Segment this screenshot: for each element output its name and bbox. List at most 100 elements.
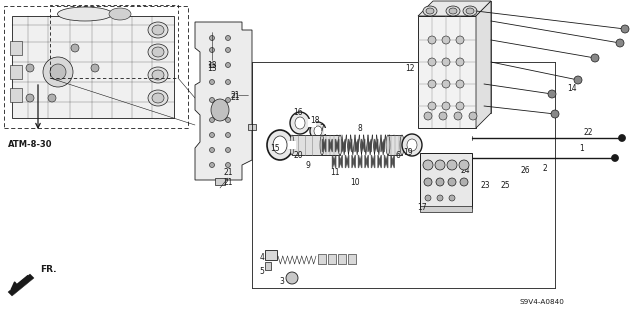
Ellipse shape: [426, 8, 434, 14]
Circle shape: [437, 195, 443, 201]
Circle shape: [428, 36, 436, 44]
Circle shape: [209, 148, 214, 153]
Circle shape: [442, 36, 450, 44]
Ellipse shape: [338, 135, 342, 155]
Text: 15: 15: [270, 143, 280, 153]
Circle shape: [616, 39, 624, 47]
Circle shape: [435, 160, 445, 170]
Ellipse shape: [211, 99, 229, 121]
Circle shape: [225, 163, 230, 167]
Text: 25: 25: [500, 180, 510, 189]
Text: 19: 19: [403, 148, 413, 156]
Ellipse shape: [449, 8, 457, 14]
Circle shape: [209, 79, 214, 84]
Circle shape: [456, 36, 464, 44]
Text: 21: 21: [230, 93, 240, 102]
Circle shape: [225, 117, 230, 123]
Ellipse shape: [273, 136, 287, 154]
Ellipse shape: [58, 7, 113, 21]
Ellipse shape: [267, 130, 293, 160]
Text: 17: 17: [417, 204, 427, 212]
Bar: [308, 119, 316, 127]
Circle shape: [459, 160, 469, 170]
Text: 10: 10: [350, 178, 360, 187]
Bar: [388, 135, 402, 155]
Ellipse shape: [386, 135, 390, 155]
Bar: [420, 153, 472, 208]
Bar: [248, 124, 256, 130]
Ellipse shape: [152, 25, 164, 35]
Circle shape: [424, 112, 432, 120]
Ellipse shape: [148, 44, 168, 60]
Bar: [10, 41, 22, 55]
Circle shape: [209, 163, 214, 167]
Text: 24: 24: [460, 165, 470, 174]
Circle shape: [621, 25, 629, 33]
Circle shape: [225, 132, 230, 138]
Ellipse shape: [407, 139, 417, 151]
Circle shape: [50, 64, 66, 80]
Circle shape: [225, 47, 230, 52]
Bar: [12, 16, 174, 118]
Circle shape: [448, 178, 456, 186]
Circle shape: [225, 98, 230, 102]
Circle shape: [618, 134, 625, 141]
Circle shape: [424, 178, 432, 186]
Circle shape: [456, 58, 464, 66]
Text: 2: 2: [543, 164, 547, 172]
Text: 3: 3: [280, 277, 284, 286]
Ellipse shape: [152, 93, 164, 103]
Circle shape: [209, 47, 214, 52]
Bar: [338, 254, 346, 264]
Text: 26: 26: [520, 165, 530, 174]
Ellipse shape: [109, 8, 131, 20]
Text: 14: 14: [567, 84, 577, 92]
Ellipse shape: [152, 47, 164, 57]
Circle shape: [428, 80, 436, 88]
Circle shape: [574, 76, 582, 84]
Text: 21: 21: [223, 167, 233, 177]
Bar: [348, 254, 356, 264]
Ellipse shape: [314, 126, 322, 136]
Polygon shape: [418, 1, 491, 16]
Bar: [292, 135, 337, 155]
Text: 20: 20: [293, 150, 303, 159]
Text: 8: 8: [358, 124, 362, 132]
Polygon shape: [476, 1, 491, 128]
Circle shape: [428, 58, 436, 66]
Ellipse shape: [295, 117, 305, 129]
Circle shape: [26, 94, 34, 102]
Bar: [10, 88, 22, 102]
Bar: [322, 135, 340, 155]
Circle shape: [611, 155, 618, 162]
Text: 21: 21: [223, 178, 233, 187]
Circle shape: [209, 132, 214, 138]
Text: 13: 13: [207, 60, 217, 69]
Circle shape: [423, 160, 433, 170]
Text: 23: 23: [480, 180, 490, 189]
Bar: [215, 178, 225, 185]
Text: 5: 5: [260, 268, 264, 276]
Ellipse shape: [335, 135, 339, 155]
Circle shape: [469, 112, 477, 120]
Text: 11: 11: [330, 167, 340, 177]
Ellipse shape: [400, 135, 404, 155]
Circle shape: [225, 79, 230, 84]
Circle shape: [591, 54, 599, 62]
Ellipse shape: [152, 70, 164, 80]
Circle shape: [286, 272, 298, 284]
Circle shape: [48, 94, 56, 102]
Ellipse shape: [423, 6, 437, 16]
Ellipse shape: [463, 6, 477, 16]
Circle shape: [209, 62, 214, 68]
Text: 18: 18: [310, 116, 320, 124]
Text: S9V4-A0840: S9V4-A0840: [520, 299, 564, 305]
Circle shape: [225, 36, 230, 41]
Bar: [420, 206, 472, 212]
Circle shape: [454, 112, 462, 120]
Circle shape: [26, 64, 34, 72]
Circle shape: [43, 57, 73, 87]
Bar: [433, 1, 491, 113]
Polygon shape: [195, 22, 252, 180]
Bar: [328, 254, 336, 264]
